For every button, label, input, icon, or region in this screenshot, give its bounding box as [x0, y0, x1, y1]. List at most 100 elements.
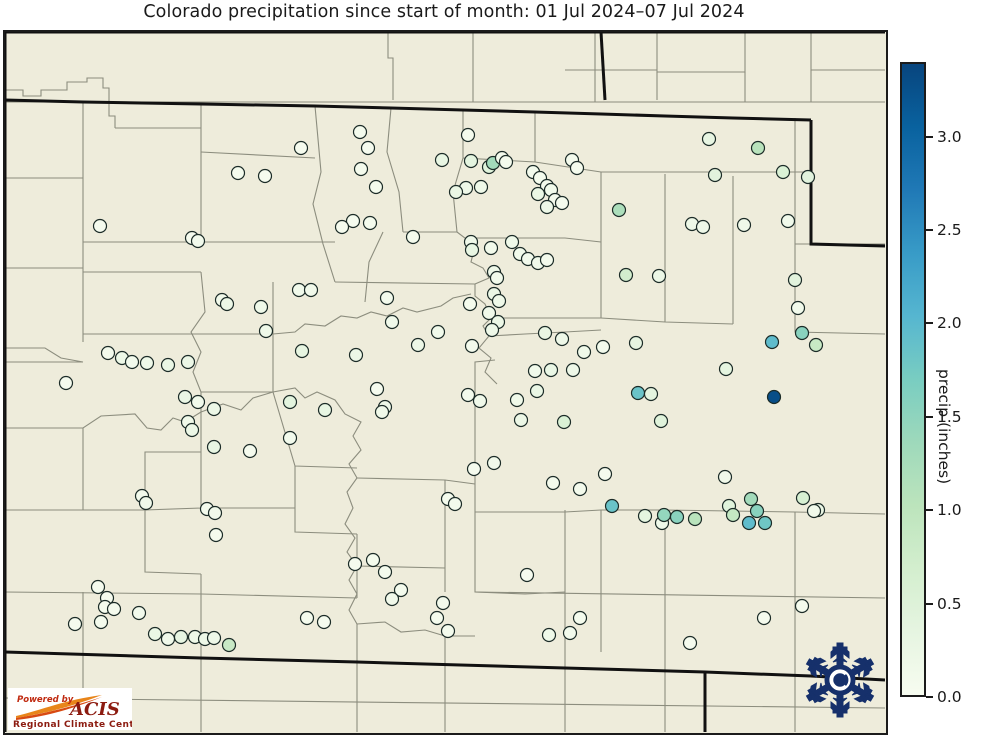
precip-station-marker [749, 503, 765, 519]
precip-station-marker [787, 272, 803, 288]
precip-station-marker [766, 389, 782, 405]
precip-station-marker [519, 567, 535, 583]
precip-station-marker [618, 267, 634, 283]
precip-station-marker [554, 331, 570, 347]
precip-station-marker [106, 601, 122, 617]
precip-station-marker [595, 339, 611, 355]
precip-station-marker [221, 637, 237, 653]
precip-station-marker [483, 240, 499, 256]
precip-station-marker [206, 401, 222, 417]
precip-station-marker [604, 498, 620, 514]
precip-station-marker [160, 631, 176, 647]
precip-station-marker [334, 219, 350, 235]
precip-station-marker [316, 614, 332, 630]
precip-station-marker [565, 362, 581, 378]
precip-station-marker [131, 605, 147, 621]
precip-station-marker [651, 268, 667, 284]
precip-station-marker [190, 233, 206, 249]
precip-station-marker [597, 466, 613, 482]
precip-station-marker [177, 389, 193, 405]
precip-station-marker [317, 402, 333, 418]
colorbar: 0.0 0.5 1.0 1.5 2.0 2.5 3.0 [900, 62, 962, 706]
precip-station-marker [368, 179, 384, 195]
colorbar-tick [926, 696, 933, 698]
precip-station-marker [643, 386, 659, 402]
precip-station-marker [303, 282, 319, 298]
precip-station-marker [486, 455, 502, 471]
precip-station-marker [775, 164, 791, 180]
precip-station-marker [207, 505, 223, 521]
precip-station-marker [257, 168, 273, 184]
colorbar-tick-label: 0.5 [937, 594, 962, 613]
colorbar-tick [926, 322, 933, 325]
acis-powered-by: Powered by [17, 695, 74, 705]
precip-station-marker [707, 167, 723, 183]
acis-brand: ACIS [68, 699, 120, 720]
precip-station-marker [138, 495, 154, 511]
precip-station-marker [379, 290, 395, 306]
precip-station-marker [230, 165, 246, 181]
precip-station-marker [795, 490, 811, 506]
precip-station-marker [530, 186, 546, 202]
precip-station-marker [464, 338, 480, 354]
precip-station-marker [669, 509, 685, 525]
precip-station-marker [67, 616, 83, 632]
precip-station-marker [656, 507, 672, 523]
precip-station-marker [448, 184, 464, 200]
precip-station-marker [529, 383, 545, 399]
precip-station-marker [184, 422, 200, 438]
precip-station-marker [757, 515, 773, 531]
precip-station-marker [435, 595, 451, 611]
precip-station-marker [484, 322, 500, 338]
precip-station-marker [539, 199, 555, 215]
precip-station-marker [348, 347, 364, 363]
colorado-climate-center-snowflake-icon [800, 640, 880, 720]
precip-station-marker [429, 610, 445, 626]
precip-station-marker [440, 623, 456, 639]
map-layers [5, 32, 885, 732]
precip-station-marker [554, 195, 570, 211]
precip-station-marker [384, 591, 400, 607]
precip-station-marker [173, 629, 189, 645]
precip-station-marker [741, 515, 757, 531]
acis-logo: Powered by ACIS Regional Climate Centers [8, 688, 132, 730]
precip-station-marker [472, 393, 488, 409]
colorbar-tick [926, 415, 933, 418]
precip-station-marker [206, 439, 222, 455]
precip-station-marker [562, 625, 578, 641]
precip-station-marker [353, 161, 369, 177]
precip-station-marker [545, 475, 561, 491]
precip-station-marker [513, 412, 529, 428]
precip-station-marker [556, 414, 572, 430]
precip-station-marker [362, 215, 378, 231]
precip-station-marker [543, 362, 559, 378]
precip-station-marker [718, 361, 734, 377]
colorbar-tick [926, 509, 933, 512]
precip-station-marker [291, 282, 307, 298]
precip-station-marker [764, 334, 780, 350]
precip-station-marker [611, 202, 627, 218]
colorbar-tick-label: 3.0 [937, 127, 962, 146]
precip-station-marker [481, 305, 497, 321]
precip-station-marker [569, 160, 585, 176]
precip-station-marker [473, 179, 489, 195]
colorbar-tick [926, 602, 933, 605]
precip-station-marker [743, 491, 759, 507]
precip-station-marker [410, 337, 426, 353]
precip-station-marker [687, 511, 703, 527]
precip-station-marker [576, 344, 592, 360]
precip-station-marker [282, 394, 298, 410]
precip-station-marker [160, 357, 176, 373]
precip-station-marker [736, 217, 752, 233]
precip-station-marker [100, 345, 116, 361]
colorbar-axis-label: precip (inches) [935, 368, 953, 484]
map-plot-area [3, 30, 888, 735]
precip-station-marker [352, 124, 368, 140]
precip-station-marker [242, 443, 258, 459]
precip-station-marker [460, 387, 476, 403]
precip-station-marker [637, 508, 653, 524]
precip-station-marker [147, 626, 163, 642]
precip-station-marker [384, 314, 400, 330]
precip-station-marker [491, 293, 507, 309]
colorbar-tick-label: 0.0 [937, 688, 962, 706]
